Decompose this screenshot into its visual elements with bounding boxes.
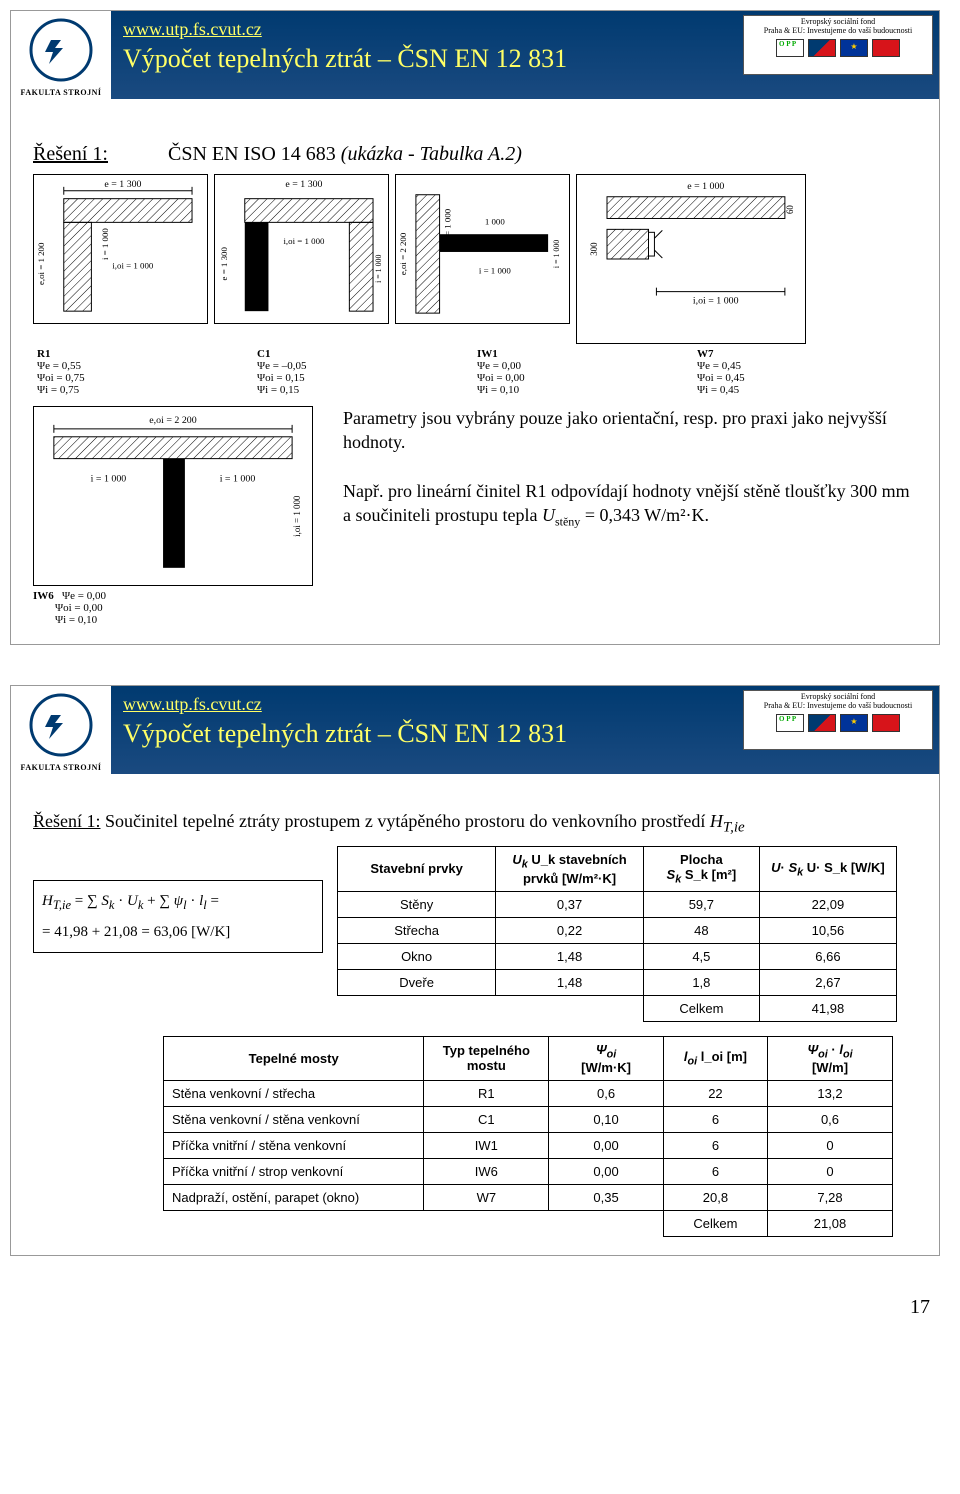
table-building-elements: Stavební prvky Uk U_k stavebníchprvků [W… bbox=[337, 846, 897, 1022]
header-title: Výpočet tepelných ztrát – ČSN EN 12 831 bbox=[123, 44, 731, 74]
t2-h5: Ψoi · loi[W/m] bbox=[768, 1036, 893, 1081]
slide2-body: Řešení 1: Součinitel tepelné ztráty pros… bbox=[11, 774, 939, 1255]
drawing-r1: e = 1 300 e,oi = 1 200 i = 1 000 i,oi = … bbox=[33, 174, 208, 324]
table-row: Stěny0,3759,722,09 bbox=[338, 891, 897, 917]
svg-text:i = 1 000: i = 1 000 bbox=[374, 255, 383, 283]
svg-text:i = 1 000: i = 1 000 bbox=[91, 473, 127, 484]
params-r1: R1 Ψe = 0,55 Ψoi = 0,75 Ψi = 0,75 bbox=[37, 348, 237, 396]
cz-flag-icon bbox=[808, 39, 836, 57]
header-link[interactable]: www.utp.fs.cvut.cz bbox=[123, 19, 731, 40]
red-logo-icon bbox=[872, 39, 900, 57]
svg-text:i,oi = 1 000: i,oi = 1 000 bbox=[283, 236, 325, 246]
drawings-row: e = 1 300 e,oi = 1 200 i = 1 000 i,oi = … bbox=[33, 174, 917, 344]
calc-line1: HT,ie = ∑ Sk · Uk + ∑ ψl · ll = bbox=[42, 887, 314, 918]
table-row: Dveře1,481,82,67 bbox=[338, 969, 897, 995]
svg-text:i = 1 000: i = 1 000 bbox=[220, 473, 256, 484]
svg-text:60: 60 bbox=[785, 205, 795, 214]
eu-flag-icon: ★ bbox=[840, 39, 868, 57]
eu-badge: Evropský sociální fond Praha & EU: Inves… bbox=[743, 15, 933, 75]
slide-2: FAKULTA STROJNÍ www.utp.fs.cvut.cz Výpoč… bbox=[10, 685, 940, 1256]
svg-text:e = 1 300: e = 1 300 bbox=[285, 179, 322, 190]
svg-text:i = 1 000: i = 1 000 bbox=[100, 228, 110, 260]
svg-text:e = 1 000: e = 1 000 bbox=[687, 181, 724, 192]
drawing-c1: e = 1 300 e = 1 300 i,oi = 1 000 i = 1 0… bbox=[214, 174, 389, 324]
params-iw1: IW1 Ψe = 0,00 Ψoi = 0,00 Ψi = 0,10 bbox=[477, 348, 677, 396]
drawing-w7: e = 1 000 60 300 i,oi = 1 000 bbox=[576, 174, 806, 344]
svg-text:1 000: 1 000 bbox=[485, 216, 506, 226]
drawing-iw6: e,oi = 2 200 i = 1 000 i = 1 000 i,oi = … bbox=[33, 406, 313, 586]
slide1-body: Řešení 1: ČSN EN ISO 14 683 (ukázka - Ta… bbox=[11, 99, 939, 644]
page-number: 17 bbox=[10, 1296, 930, 1319]
table-row: Nadpraží, ostění, parapet (okno)W70,3520… bbox=[164, 1185, 893, 1211]
params-w7: W7 Ψe = 0,45 Ψoi = 0,45 Ψi = 0,45 bbox=[697, 348, 897, 396]
t1-total: 41,98 bbox=[759, 995, 896, 1021]
header-title-2: Výpočet tepelných ztrát – ČSN EN 12 831 bbox=[123, 719, 731, 749]
eu-flags: ★ bbox=[746, 39, 930, 57]
eu-badge-2: Evropský sociální fond Praha & EU: Inves… bbox=[743, 690, 933, 750]
slide2-header: FAKULTA STROJNÍ www.utp.fs.cvut.cz Výpoč… bbox=[11, 686, 939, 774]
svg-text:300: 300 bbox=[589, 242, 599, 256]
svg-text:e,oi = 2 200: e,oi = 2 200 bbox=[398, 232, 408, 275]
t2-h4: loi l_oi [m] bbox=[663, 1036, 767, 1081]
calc-line2: = 41,98 + 21,08 = 63,06 [W/K] bbox=[42, 918, 314, 947]
t2-h2: Typ tepelnéhomostu bbox=[424, 1036, 549, 1081]
t1-total-label: Celkem bbox=[643, 995, 759, 1021]
svg-text:i = 1 000: i = 1 000 bbox=[479, 266, 511, 276]
params-iw6: IW6 Ψe = 0,00 Ψoi = 0,00 Ψi = 0,10 bbox=[33, 590, 313, 626]
table-row: Okno1,484,56,66 bbox=[338, 943, 897, 969]
t2-total-label: Celkem bbox=[663, 1211, 767, 1237]
t1-h4: U· Sk U· S_k [W/K] bbox=[759, 847, 896, 892]
params-c1: C1 Ψe = –0,05 Ψoi = 0,15 Ψi = 0,15 bbox=[257, 348, 457, 396]
svg-text:e = 1 300: e = 1 300 bbox=[104, 179, 141, 190]
t1-h2: Uk U_k stavebníchprvků [W/m²·K] bbox=[496, 847, 644, 892]
svg-text:i,oi = 1 000: i,oi = 1 000 bbox=[693, 295, 739, 306]
table-row: Příčka vnitřní / stěna venkovníIW10,0060 bbox=[164, 1133, 893, 1159]
slide2-intro: Řešení 1: Součinitel tepelné ztráty pros… bbox=[33, 810, 917, 838]
header-link-2[interactable]: www.utp.fs.cvut.cz bbox=[123, 694, 731, 715]
faculty-label: FAKULTA STROJNÍ bbox=[21, 88, 102, 97]
slide1-bottom: e,oi = 2 200 i = 1 000 i = 1 000 i,oi = … bbox=[33, 406, 917, 626]
svg-text:e,oi = 1 200: e,oi = 1 200 bbox=[36, 242, 46, 285]
slide1-paragraph: Parametry jsou vybrány pouze jako orient… bbox=[343, 406, 917, 626]
slide-header: FAKULTA STROJNÍ www.utp.fs.cvut.cz Výpoč… bbox=[11, 11, 939, 99]
cvut-logo-2: FAKULTA STROJNÍ bbox=[11, 686, 111, 774]
opp-logo bbox=[776, 39, 804, 57]
drawing-iw1: e,oi = 2 200 i,oi = 1 000 1 000 i = 1 00… bbox=[395, 174, 570, 324]
svg-text:e = 1 300: e = 1 300 bbox=[219, 247, 229, 281]
t1-h1: Stavební prvky bbox=[338, 847, 496, 892]
svg-text:e,oi = 2 200: e,oi = 2 200 bbox=[149, 415, 196, 426]
eu-text-2: Praha & EU: Investujeme do vaší budoucno… bbox=[746, 27, 930, 36]
param-row: R1 Ψe = 0,55 Ψoi = 0,75 Ψi = 0,75 C1 Ψe … bbox=[37, 348, 917, 396]
t1-h3: PlochaSk S_k [m²] bbox=[643, 847, 759, 892]
table-thermal-bridges: Tepelné mosty Typ tepelnéhomostu Ψoi[W/m… bbox=[163, 1036, 893, 1238]
calc-box: HT,ie = ∑ Sk · Uk + ∑ ψl · ll = = 41,98 … bbox=[33, 880, 323, 953]
cvut-logo: FAKULTA STROJNÍ bbox=[11, 11, 111, 99]
table-row: Stěna venkovní / střechaR10,62213,2 bbox=[164, 1081, 893, 1107]
header-center: www.utp.fs.cvut.cz Výpočet tepelných ztr… bbox=[111, 11, 743, 78]
t2-total: 21,08 bbox=[768, 1211, 893, 1237]
table-row: Příčka vnitřní / strop venkovníIW60,0060 bbox=[164, 1159, 893, 1185]
t2-h3: Ψoi[W/m·K] bbox=[549, 1036, 664, 1081]
svg-text:i,oi = 1 000: i,oi = 1 000 bbox=[292, 495, 302, 537]
tables-block: Stavební prvky Uk U_k stavebníchprvků [W… bbox=[337, 846, 897, 1036]
slide-1: FAKULTA STROJNÍ www.utp.fs.cvut.cz Výpoč… bbox=[10, 10, 940, 645]
svg-text:i = 1 000: i = 1 000 bbox=[552, 240, 561, 268]
table-row: Stěna venkovní / stěna venkovníC10,1060,… bbox=[164, 1107, 893, 1133]
csn-label: ČSN EN ISO 14 683 (ukázka - Tabulka A.2) bbox=[168, 143, 522, 166]
table-row: Střecha0,224810,56 bbox=[338, 917, 897, 943]
svg-text:i,oi = 1 000: i,oi = 1 000 bbox=[112, 261, 154, 271]
svg-text:i,oi = 1 000: i,oi = 1 000 bbox=[442, 208, 452, 250]
reseni1-label: Řešení 1: bbox=[33, 143, 108, 165]
t2-h1: Tepelné mosty bbox=[164, 1036, 424, 1081]
